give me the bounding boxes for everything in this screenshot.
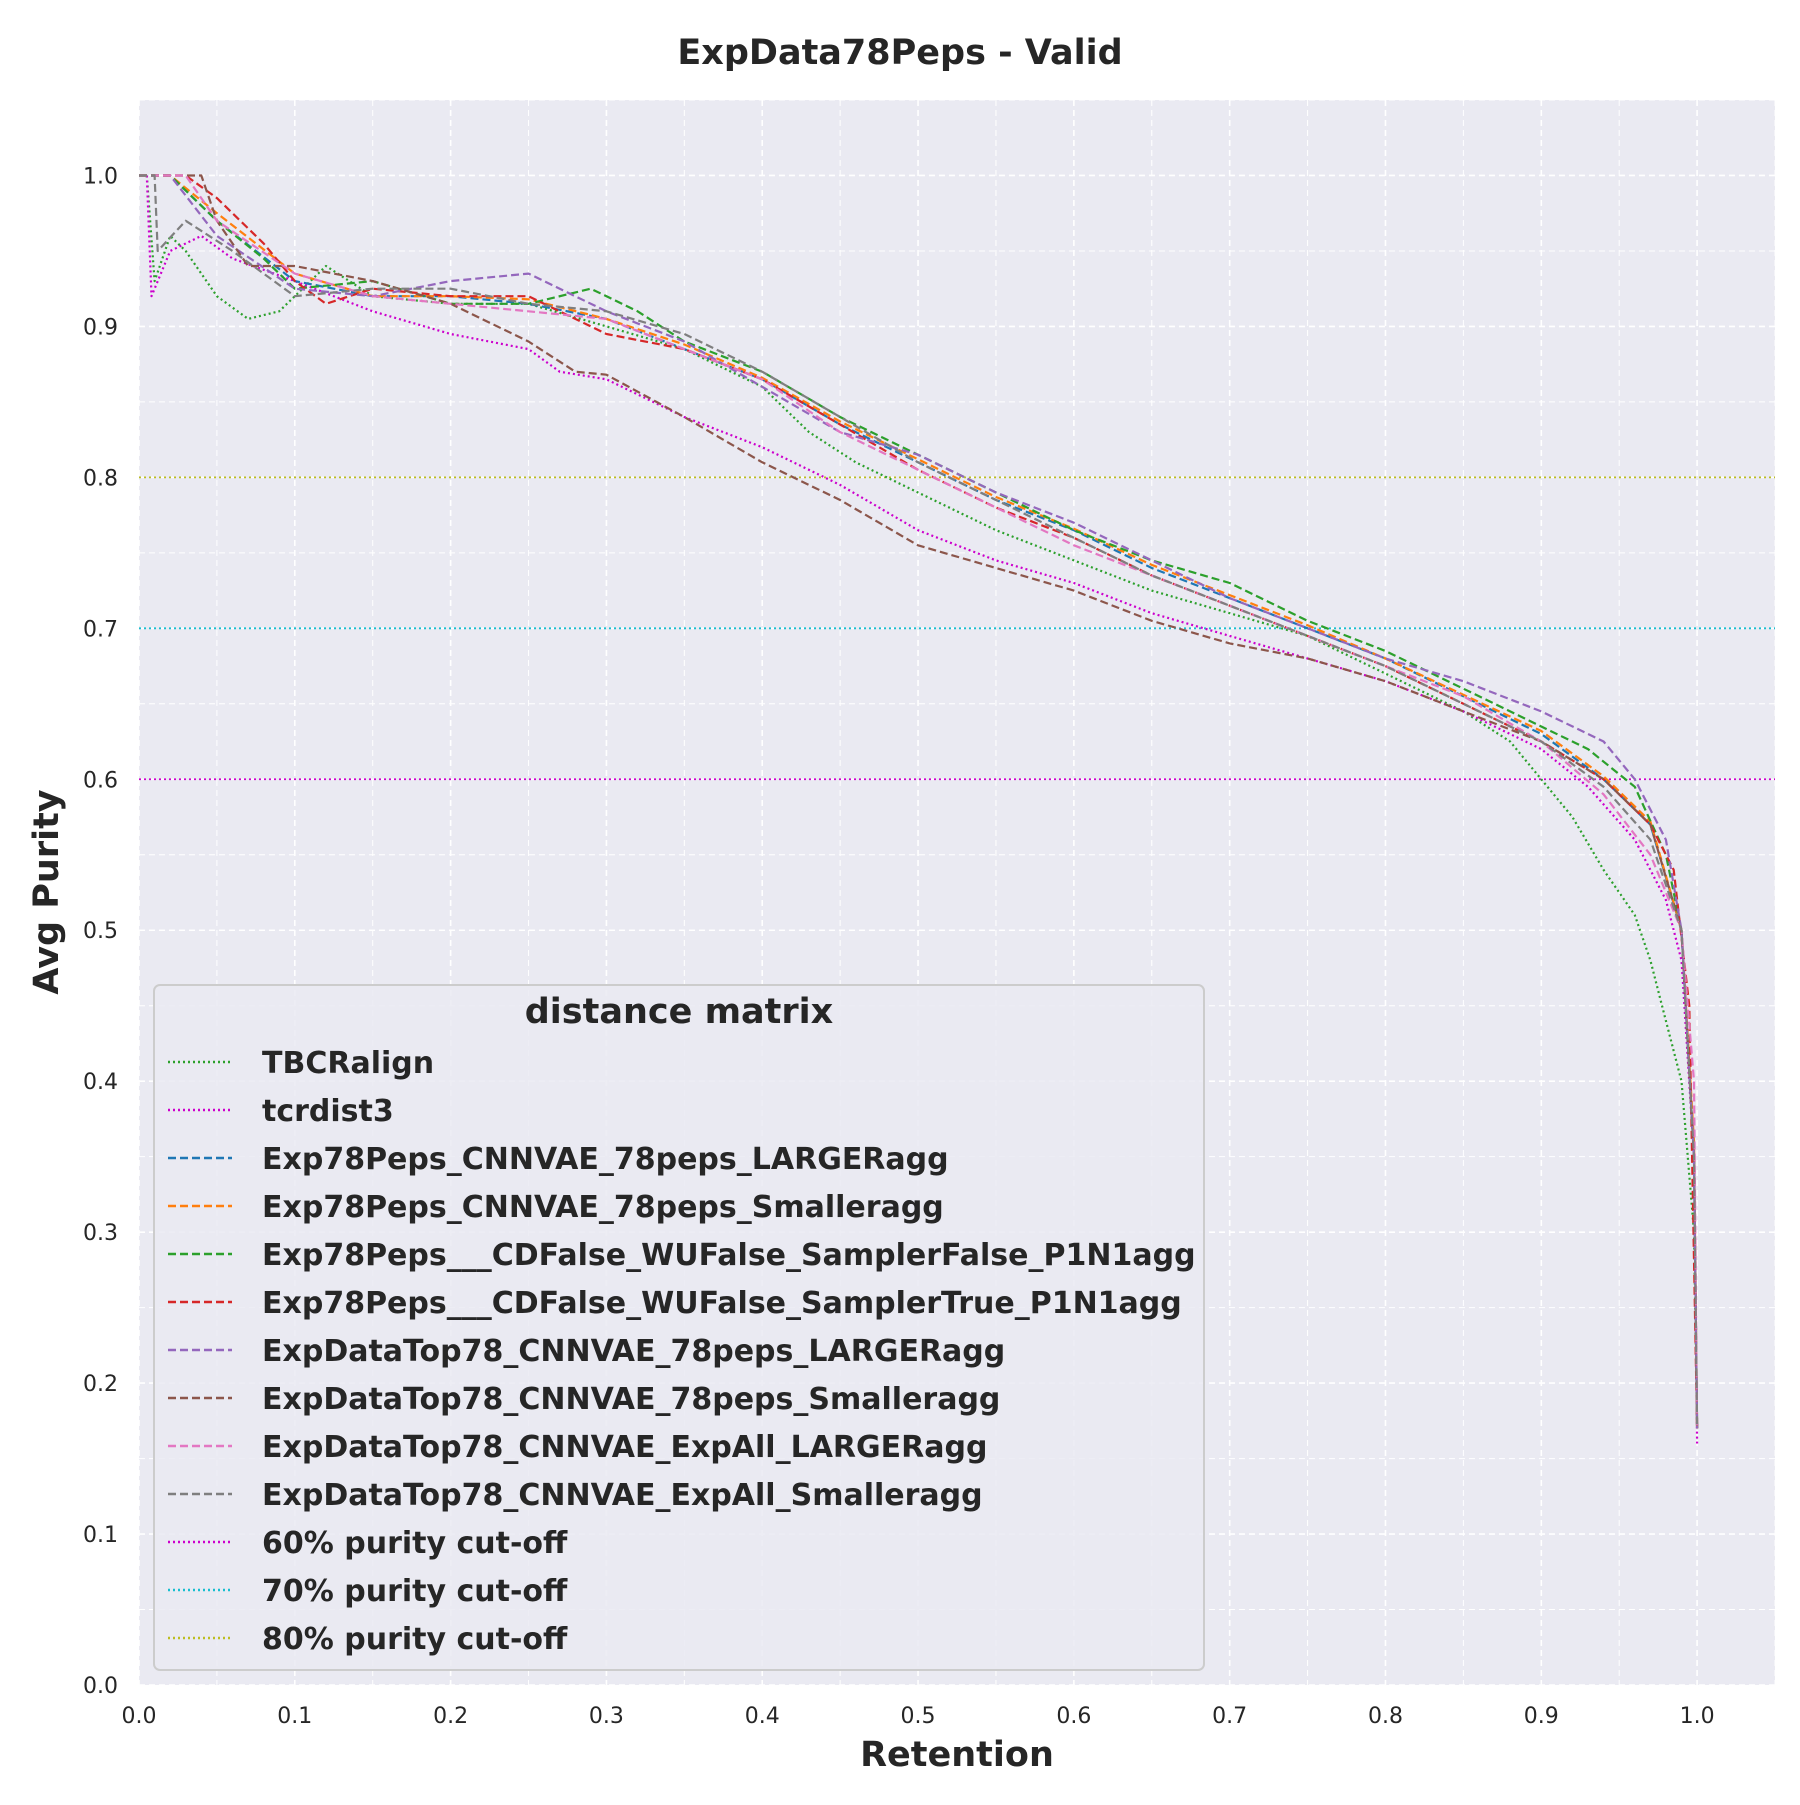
series-line: [139, 174, 1699, 1429]
x-tick-label: 0.5: [901, 1704, 936, 1729]
y-tick-label: 0.7: [83, 617, 118, 642]
x-tick-label: 0.7: [1212, 1704, 1247, 1729]
y-tick-label: 0.6: [83, 768, 118, 793]
legend-box: [153, 984, 1205, 1671]
x-axis-label: Retention: [860, 1735, 1054, 1775]
legend-item-label: ExpDataTop78_CNNVAE_78peps_Smalleragg: [262, 1382, 1000, 1417]
x-tick-label: 0.9: [1524, 1704, 1559, 1729]
legend-title: distance matrix: [525, 992, 834, 1032]
legend-item-label: ExpDataTop78_CNNVAE_ExpAll_LARGERagg: [262, 1430, 987, 1465]
y-ticks: 0.0 0.1 0.2 0.3 0.4 0.5 0.6 0.7 0.8 0.9 1.0: [83, 164, 118, 1699]
x-tick-label: 0.8: [1368, 1704, 1403, 1729]
legend-item-label: Exp78Peps___CDFalse_WUFalse_SamplerTrue_…: [262, 1286, 1182, 1321]
legend-item-label: tcrdist3: [262, 1094, 394, 1129]
y-tick-label: 0.0: [83, 1674, 118, 1699]
legend-item-label: ExpDataTop78_CNNVAE_78peps_LARGERagg: [262, 1334, 1005, 1369]
series-lines: [139, 174, 1699, 1444]
y-tick-label: 0.5: [83, 919, 118, 944]
y-tick-label: 0.9: [83, 315, 118, 340]
chart-title: ExpData78Peps - Valid: [677, 33, 1122, 73]
y-tick-label: 1.0: [83, 164, 118, 189]
y-tick-label: 0.8: [83, 466, 118, 491]
legend-item-label: ExpDataTop78_CNNVAE_ExpAll_Smalleragg: [262, 1478, 983, 1513]
x-ticks: 0.0 0.1 0.2 0.3 0.4 0.5 0.6 0.7 0.8 0.9 1.0: [122, 1704, 1715, 1729]
legend-item-label: Exp78Peps_CNNVAE_78peps_LARGERagg: [262, 1142, 949, 1177]
x-tick-label: 0.3: [589, 1704, 624, 1729]
legend-item-label: 70% purity cut-off: [262, 1574, 568, 1609]
legend-item-label: Exp78Peps___CDFalse_WUFalse_SamplerFalse…: [262, 1238, 1196, 1273]
legend-item-label: Exp78Peps_CNNVAE_78peps_Smalleragg: [262, 1190, 944, 1225]
x-tick-label: 1.0: [1680, 1704, 1715, 1729]
x-tick-label: 0.4: [745, 1704, 780, 1729]
y-tick-label: 0.3: [83, 1221, 118, 1246]
y-axis-label: Avg Purity: [27, 789, 67, 994]
series-line: [139, 174, 1699, 1429]
y-tick-label: 0.1: [83, 1523, 118, 1548]
legend-item-label: TBCRalign: [262, 1046, 434, 1081]
y-tick-label: 0.4: [83, 1070, 118, 1095]
x-tick-label: 0.6: [1056, 1704, 1091, 1729]
x-tick-label: 0.0: [122, 1704, 157, 1729]
series-line: [139, 174, 1699, 1429]
legend-item-label: 60% purity cut-off: [262, 1526, 568, 1561]
series-line: [139, 174, 1699, 1429]
series-line: [139, 174, 1699, 1429]
legend-item-label: 80% purity cut-off: [262, 1622, 568, 1657]
y-tick-label: 0.2: [83, 1372, 118, 1397]
x-tick-label: 0.1: [277, 1704, 312, 1729]
legend-items: TBCRalign tcrdist3 Exp78Peps_CNNVAE_78peps…: [168, 1046, 1196, 1657]
legend: distance matrix TBCRalign tcrdist3 Exp78Pe…: [153, 984, 1205, 1671]
x-tick-label: 0.2: [433, 1704, 468, 1729]
series-line: [145, 175, 1699, 1429]
